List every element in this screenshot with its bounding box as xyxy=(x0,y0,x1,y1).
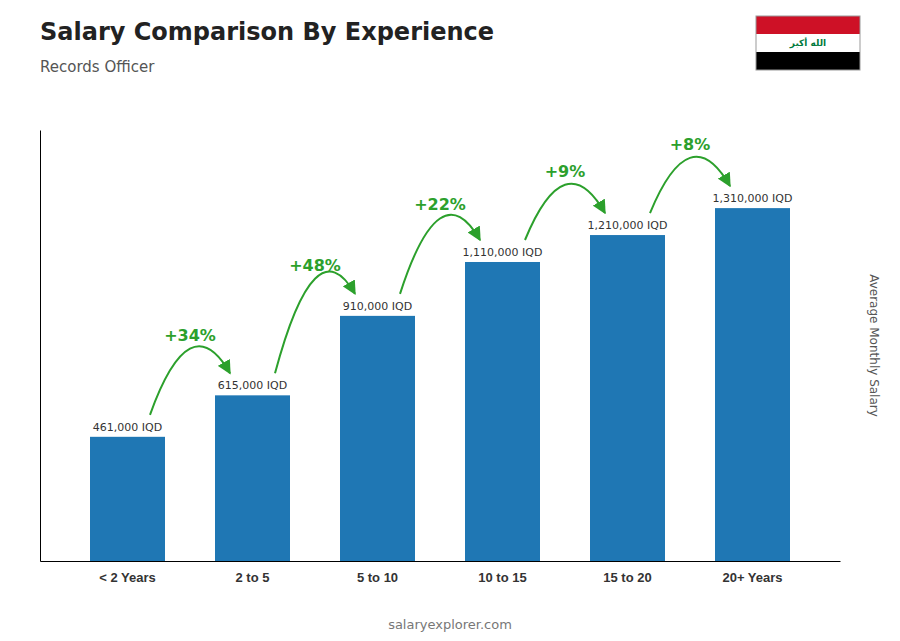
change-label: +22% xyxy=(414,195,466,214)
change-arrow xyxy=(275,272,355,374)
bars xyxy=(90,208,790,561)
value-label: 615,000 IQD xyxy=(218,379,287,392)
x-tick-label: 20+ Years xyxy=(722,570,782,585)
value-labels: 461,000 IQD 615,000 IQD 910,000 IQD 1,110,0… xyxy=(93,192,793,434)
value-label: 461,000 IQD xyxy=(93,421,162,434)
bar xyxy=(590,235,665,561)
x-tick: 15 to 20 xyxy=(603,561,651,585)
x-axis-line xyxy=(41,561,841,562)
y-axis xyxy=(40,131,41,562)
x-tick: 10 to 15 xyxy=(478,561,526,585)
change-arrow xyxy=(400,215,480,294)
x-tick: 20+ Years xyxy=(722,561,782,585)
change-arrow xyxy=(650,157,730,213)
flag-stripe xyxy=(756,16,860,34)
flag: الله أكبر xyxy=(756,16,860,70)
x-tick-label: < 2 Years xyxy=(99,570,156,585)
change-label: +34% xyxy=(164,326,216,345)
title: Salary Comparison By Experience xyxy=(40,18,494,46)
watermark: salaryexplorer.com xyxy=(388,617,512,632)
y-axis-line xyxy=(40,131,41,562)
x-axis: < 2 Years 2 to 5 5 to 10 10 to 15 15 to 20 20… xyxy=(41,561,841,585)
flag-border xyxy=(756,16,860,70)
value-label: 1,310,000 IQD xyxy=(713,192,793,205)
x-tick: 2 to 5 xyxy=(236,561,270,585)
change-label: +9% xyxy=(545,162,586,181)
bar xyxy=(215,395,290,561)
bar xyxy=(90,437,165,561)
x-tick-label: 2 to 5 xyxy=(236,570,270,585)
change-annotations: +34% +48% +22% +9% +8% xyxy=(150,135,730,415)
value-label: 910,000 IQD xyxy=(343,300,412,313)
chart: Salary Comparison By Experience Records O… xyxy=(0,0,900,641)
value-label: 1,110,000 IQD xyxy=(463,246,543,259)
bar xyxy=(715,208,790,561)
subtitle: Records Officer xyxy=(40,58,155,76)
change-arrow xyxy=(150,346,230,414)
change-label: +48% xyxy=(289,256,341,275)
flag-stripe xyxy=(756,34,860,52)
value-label: 1,210,000 IQD xyxy=(588,219,668,232)
x-tick: < 2 Years xyxy=(99,561,156,585)
y-axis-title: Average Monthly Salary xyxy=(867,274,881,417)
x-tick-label: 10 to 15 xyxy=(478,570,526,585)
x-tick-label: 5 to 10 xyxy=(357,570,398,585)
change-arrow xyxy=(525,184,605,240)
change-label: +8% xyxy=(670,135,711,154)
plot: < 2 Years 2 to 5 5 to 10 10 to 15 15 to 20 20… xyxy=(41,131,841,586)
x-tick-label: 15 to 20 xyxy=(603,570,651,585)
bar xyxy=(465,262,540,561)
bar xyxy=(340,316,415,561)
flag-text: الله أكبر xyxy=(789,37,826,49)
flag-stripe xyxy=(756,52,860,70)
x-tick: 5 to 10 xyxy=(357,561,398,585)
